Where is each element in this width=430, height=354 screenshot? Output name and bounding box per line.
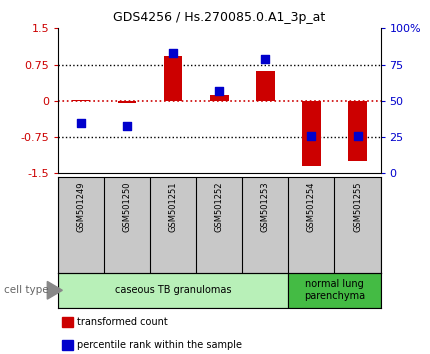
Point — [78, 120, 85, 126]
Text: GSM501249: GSM501249 — [77, 182, 86, 232]
Point — [124, 123, 131, 129]
Point — [354, 133, 361, 138]
Point — [262, 56, 269, 62]
Text: transformed count: transformed count — [77, 317, 168, 327]
Text: GSM501250: GSM501250 — [123, 182, 132, 232]
Title: GDS4256 / Hs.270085.0.A1_3p_at: GDS4256 / Hs.270085.0.A1_3p_at — [113, 11, 326, 24]
Text: GSM501254: GSM501254 — [307, 182, 316, 232]
Text: cell type: cell type — [4, 285, 49, 295]
Bar — [164, 56, 182, 101]
Text: GSM501252: GSM501252 — [215, 182, 224, 232]
Bar — [302, 101, 321, 166]
Bar — [58, 273, 289, 308]
Bar — [348, 101, 367, 161]
Bar — [210, 95, 228, 101]
Text: GSM501251: GSM501251 — [169, 182, 178, 232]
Text: normal lung
parenchyma: normal lung parenchyma — [304, 279, 365, 301]
Text: GSM501255: GSM501255 — [353, 182, 362, 232]
Point — [216, 88, 223, 93]
Text: caseous TB granulomas: caseous TB granulomas — [115, 285, 231, 295]
Point — [170, 50, 177, 56]
Point — [308, 133, 315, 138]
Bar — [72, 100, 90, 101]
Bar — [256, 71, 275, 101]
Text: percentile rank within the sample: percentile rank within the sample — [77, 340, 243, 350]
Bar — [118, 101, 136, 103]
Text: GSM501253: GSM501253 — [261, 182, 270, 233]
Bar — [289, 273, 381, 308]
